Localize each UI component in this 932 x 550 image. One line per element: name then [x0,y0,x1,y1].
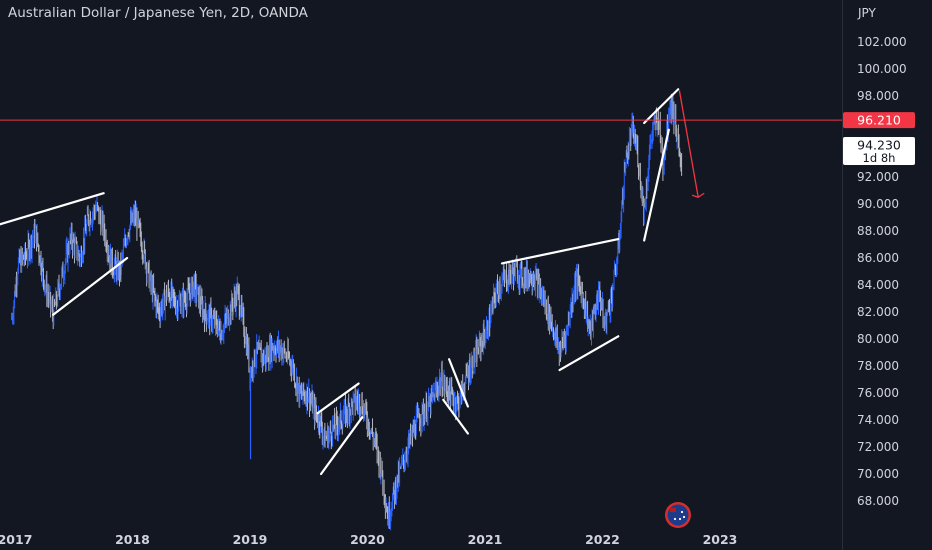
countdown-label: 1d 8h [863,151,896,165]
time-tick-label: 2022 [585,532,620,547]
price-tick-label: 100.000 [857,62,907,76]
last-price-label: 94.230 [857,138,901,153]
price-tick-label: 70.000 [857,467,899,481]
trend-line[interactable] [442,398,469,435]
price-tick-label: 68.000 [857,494,899,508]
price-tick-label: 80.000 [857,332,899,346]
price-tick-label: 102.000 [857,35,907,49]
trend-line[interactable] [558,335,620,372]
price-tick-label: 78.000 [857,359,899,373]
trend-line[interactable] [643,128,670,242]
price-tick-label: 84.000 [857,278,899,292]
trend-line[interactable] [643,88,680,125]
trend-line[interactable] [316,382,360,415]
chart-title: Australian Dollar / Japanese Yen, 2D, OA… [8,5,308,21]
candles-layer [11,93,683,531]
time-tick-label: 2021 [468,532,503,547]
time-tick-label: 2018 [115,532,150,547]
horizontal-line-price-label: 96.210 [857,113,901,128]
price-axis-unit: JPY [857,6,877,20]
time-tick-label: 2023 [703,532,738,547]
price-tick-label: 86.000 [857,251,899,265]
price-tick-label: 92.000 [857,170,899,184]
time-axis[interactable]: 2017 2018 2019 2020 2021 2022 2023 [0,532,737,547]
trend-line[interactable] [0,192,105,226]
price-tick-label: 76.000 [857,386,899,400]
australia-flag-icon[interactable] [665,502,691,528]
horizontal-line-price-tag [843,112,915,129]
arrow-head-icon [691,192,705,198]
time-tick-label: 2017 [0,532,32,547]
last-price-tag [843,137,915,165]
trend-line[interactable] [448,358,469,408]
price-tick-label: 88.000 [857,224,899,238]
price-axis[interactable]: JPY102.000100.00098.00096.00094.00092.00… [857,6,907,508]
time-tick-label: 2020 [350,532,385,547]
trend-line[interactable] [319,416,364,476]
price-tick-label: 72.000 [857,440,899,454]
arrow-line[interactable] [678,90,699,198]
price-tick-label: 74.000 [857,413,899,427]
trend-line[interactable] [500,238,620,265]
price-tick-label: 90.000 [857,197,899,211]
price-tick-label: 98.000 [857,89,899,103]
drawings-layer [0,88,705,476]
trend-line[interactable] [52,256,129,316]
price-tick-label: 82.000 [857,305,899,319]
time-tick-label: 2019 [233,532,268,547]
